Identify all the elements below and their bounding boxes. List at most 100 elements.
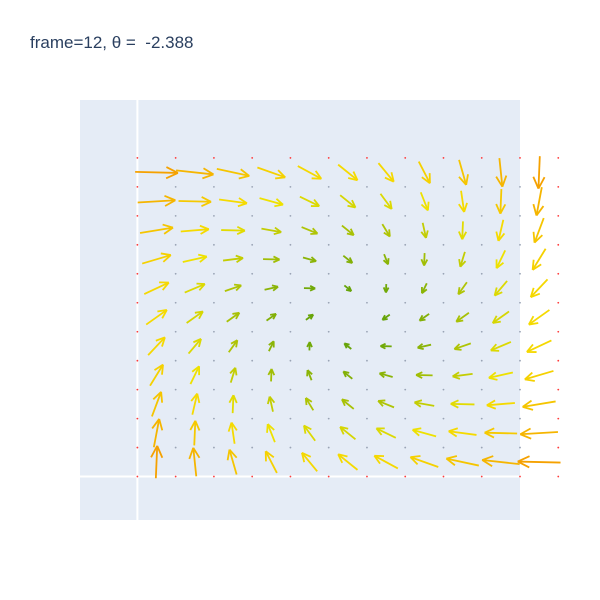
vector-arrow [450, 399, 475, 409]
grid-dot [174, 330, 177, 333]
vector-arrow [227, 421, 238, 444]
grid-dot [519, 359, 521, 362]
vector-arrow [257, 166, 286, 180]
grid-dot [174, 185, 177, 188]
grid-dot [289, 446, 292, 449]
grid-dot [136, 446, 139, 449]
vector-arrow [263, 255, 280, 264]
grid-dot [480, 475, 483, 478]
vector-arrow [495, 158, 508, 188]
vector-arrow [532, 217, 545, 244]
grid-dot [251, 417, 254, 420]
grid-dot [480, 214, 483, 217]
grid-dot [136, 475, 139, 478]
grid-dot [519, 330, 521, 333]
chart-title: frame=12, θ = -2.388 [30, 33, 194, 52]
grid-dot [174, 272, 177, 275]
grid-dot [480, 243, 483, 246]
vector-arrow [420, 222, 429, 239]
grid-dot [136, 243, 139, 246]
vector-arrow [151, 418, 164, 448]
grid-dot [213, 446, 215, 449]
grid-dot [213, 417, 215, 420]
grid-dot [519, 243, 521, 246]
vector-arrow [224, 283, 242, 292]
vector-arrow [493, 280, 508, 297]
vector-arrow [455, 312, 470, 323]
grid-dot [557, 475, 560, 478]
grid-dot [213, 272, 215, 275]
vector-arrow [417, 343, 432, 351]
vector-arrow [339, 194, 357, 209]
grid-dot [442, 417, 445, 420]
grid-dot [327, 185, 330, 188]
grid-dot [366, 272, 368, 275]
grid-dot [366, 330, 368, 333]
grid-dot [404, 359, 407, 362]
vector-arrow [268, 340, 275, 352]
grid-dot [327, 388, 330, 391]
grid-dot [480, 330, 483, 333]
vector-arrow [150, 445, 164, 479]
vector-arrow [495, 189, 507, 215]
vector-arrow [178, 196, 212, 207]
grid-dot [480, 185, 483, 188]
vector-arrow [151, 391, 164, 417]
vector-arrow [305, 313, 315, 321]
vector-arrow [452, 371, 473, 380]
grid-dot [442, 185, 445, 188]
vector-arrow [413, 399, 435, 408]
vector-arrow [188, 447, 201, 477]
vector-arrow [382, 283, 390, 293]
grid-dot [213, 301, 215, 304]
grid-dot [213, 388, 215, 391]
grid-dot [327, 446, 330, 449]
grid-dot [404, 214, 407, 217]
grid-dot [289, 359, 292, 362]
grid-dot [136, 359, 139, 362]
vector-arrow [180, 224, 210, 235]
grid-dot [557, 446, 560, 449]
grid-dot [557, 330, 560, 333]
grid-dot [289, 157, 292, 159]
grid-dot [174, 243, 177, 246]
vector-arrow [488, 371, 514, 381]
grid-dot [366, 185, 368, 188]
grid-dot [519, 475, 521, 478]
vector-arrow [266, 396, 276, 412]
grid-dot [327, 475, 330, 478]
grid-dot [174, 446, 177, 449]
vector-arrow [301, 451, 318, 472]
vector-arrow [484, 427, 518, 439]
vector-arrow [304, 397, 315, 411]
vector-arrow [458, 159, 469, 186]
vector-arrow [226, 448, 238, 475]
vector-arrow [517, 455, 561, 469]
grid-dot [251, 214, 254, 217]
grid-dot [557, 157, 560, 159]
vector-arrow [137, 194, 176, 207]
grid-dot [213, 330, 215, 333]
grid-dot [289, 417, 292, 420]
vector-arrow [457, 281, 468, 296]
vector-arrow [216, 168, 250, 180]
grid-dot [251, 157, 254, 159]
grid-dot [557, 417, 560, 420]
grid-dot [136, 157, 139, 159]
vector-arrow [409, 455, 439, 468]
vector-arrow [301, 226, 319, 235]
grid-dot [404, 243, 407, 246]
vector-arrow [458, 221, 468, 240]
grid-dot [480, 272, 483, 275]
grid-dot [480, 301, 483, 304]
vector-arrow [186, 310, 204, 324]
grid-dot [519, 301, 521, 304]
vector-arrow [229, 367, 238, 383]
vector-arrow [190, 393, 201, 415]
vector-arrow [341, 398, 355, 410]
vector-arrow [490, 341, 512, 352]
vector-arrow [228, 394, 238, 414]
vector-arrow [524, 370, 554, 382]
grid-dot [251, 301, 254, 304]
grid-dot [557, 272, 560, 275]
